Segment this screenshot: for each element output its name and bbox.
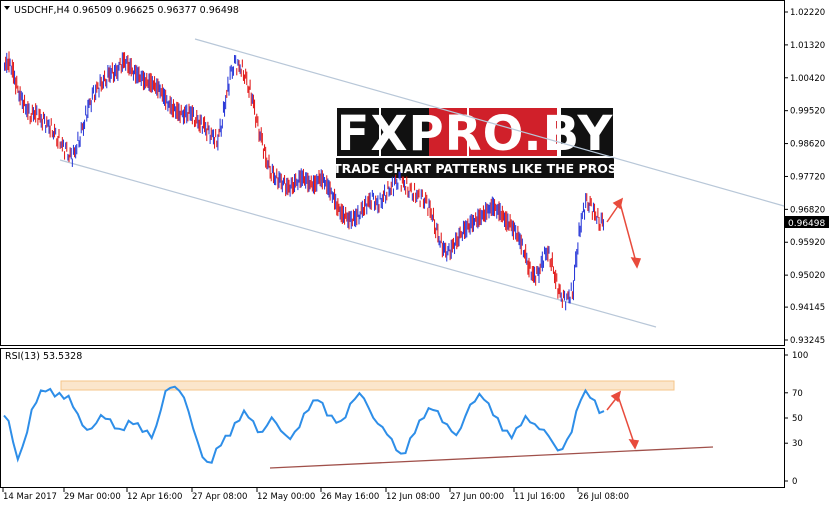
watermark-brand: FXPRO.BY [337, 106, 614, 162]
collapse-triangle-icon[interactable] [4, 6, 10, 10]
fxpro-watermark-logo: FXPRO.BY TRADE CHART PATTERNS LIKE THE P… [333, 106, 617, 178]
price-axis-label: 0.95020 [790, 271, 825, 281]
price-axis-label: 0.93245 [790, 336, 825, 346]
price-axis-label: 1.02220 [790, 8, 825, 18]
price-series [4, 51, 604, 311]
price-axis-label: 0.99520 [790, 107, 825, 117]
time-axis-label: 11 Jul 16:00 [514, 492, 565, 502]
rsi-series [3, 385, 605, 464]
time-axis-label: 27 Apr 08:00 [192, 492, 247, 502]
time-axis-label: 29 Mar 00:00 [64, 492, 121, 502]
rsi-axis: 100 70 50 30 0 [784, 351, 808, 487]
rsi-support-line [269, 446, 714, 469]
time-axis-label: 27 Jun 00:00 [450, 492, 504, 502]
price-axis-label: 1.00420 [790, 74, 825, 84]
price-axis-label: 0.95920 [790, 238, 825, 248]
rsi-axis-label: 100 [792, 351, 808, 361]
watermark-tagline: TRADE CHART PATTERNS LIKE THE PROS [333, 161, 617, 176]
channel-lower-line [59, 159, 657, 328]
time-axis-label: 26 Jul 08:00 [578, 492, 629, 502]
rsi-axis-label: 70 [792, 389, 803, 399]
price-axis-label: 0.98620 [790, 140, 825, 150]
rsi-axis-label: 50 [792, 414, 803, 424]
rsi-panel [0, 348, 785, 488]
price-axis: 1.02220 1.01320 1.00420 0.99520 0.98620 0.977… [784, 8, 825, 346]
time-axis-label: 12 May 00:00 [257, 492, 315, 502]
price-projection-arrows [606, 197, 642, 269]
price-axis-label: 0.94145 [790, 303, 825, 313]
time-axis-label: 12 Apr 16:00 [127, 492, 182, 502]
last-price-label: 0.96498 [788, 219, 825, 229]
price-axis-label: 0.97720 [790, 172, 825, 182]
price-axis-label: 0.96820 [790, 205, 825, 215]
rsi-axis-label: 30 [792, 439, 803, 449]
time-axis-label: 12 Jun 08:00 [386, 492, 440, 502]
last-price-marker [785, 216, 829, 228]
rsi-overbought-zone [60, 380, 675, 391]
time-axis-label: 26 May 16:00 [321, 492, 379, 502]
price-axis-label: 1.01320 [790, 41, 825, 51]
rsi-indicator-title: RSI(13) 53.5328 [5, 351, 82, 362]
time-axis: 14 Mar 2017 29 Mar 00:00 12 Apr 16:00 27 Ap… [2, 488, 629, 502]
price-chart-title: USDCHF,H4 0.96509 0.96625 0.96377 0.9649… [14, 5, 239, 16]
rsi-axis-label: 0 [792, 477, 797, 487]
channel-upper-line [194, 38, 785, 207]
rsi-projection-arrows [606, 390, 640, 450]
time-axis-label: 14 Mar 2017 [3, 492, 57, 502]
rsi-line [3, 385, 605, 464]
